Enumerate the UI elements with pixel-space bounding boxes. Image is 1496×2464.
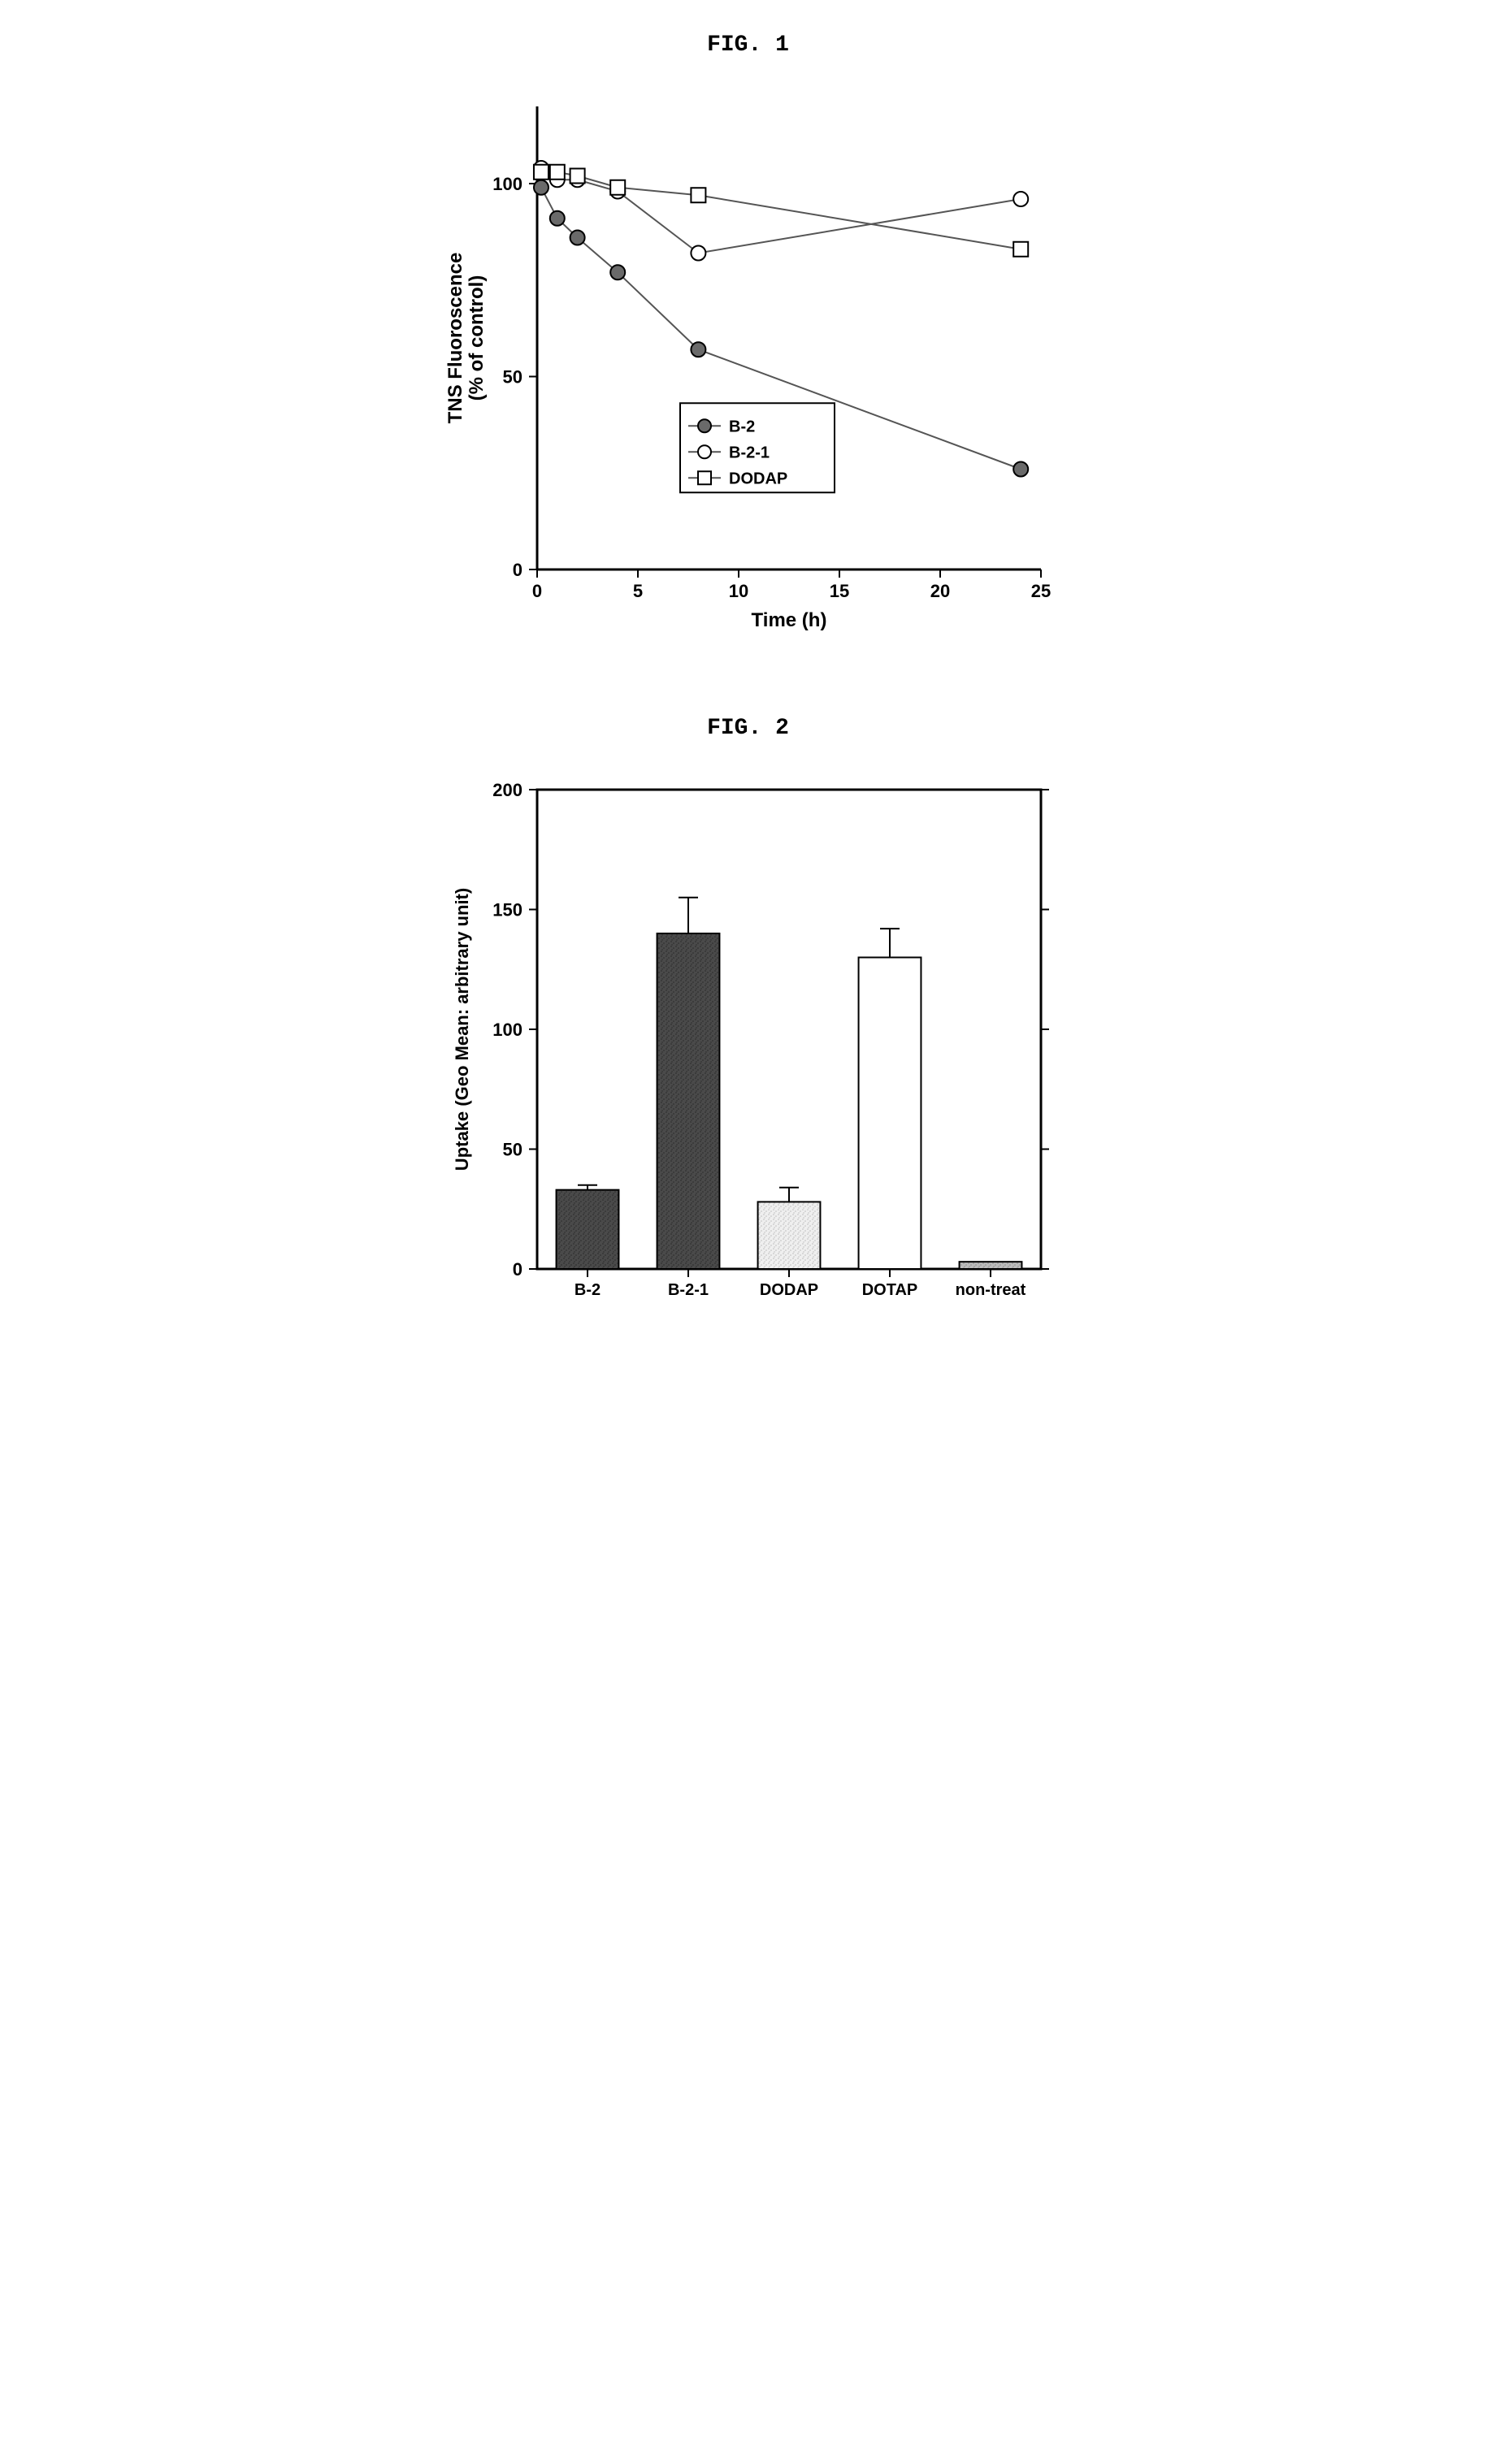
fig1-chart: 0 5 10 15 20 25 0 50 100 Time (h) TNS Fluoroscence… xyxy=(431,82,1065,651)
svg-text:15: 15 xyxy=(829,581,848,601)
svg-text:150: 150 xyxy=(492,900,523,920)
svg-text:B-2: B-2 xyxy=(729,418,755,435)
figure-1: FIG. 1 0 5 10 15 20 25 0 50 100 Time (h) TNS Fluor… xyxy=(431,32,1065,651)
svg-text:20: 20 xyxy=(930,581,949,601)
fig1-title: FIG. 1 xyxy=(431,32,1065,58)
svg-text:50: 50 xyxy=(502,1140,522,1160)
fig2-title: FIG. 2 xyxy=(431,716,1065,741)
svg-text:DODAP: DODAP xyxy=(759,1281,817,1299)
figure-2: FIG. 2 0 50 100 150 200 B-2 B-2-1 DODAP DOTAP non… xyxy=(431,716,1065,1334)
svg-text:B-2-1: B-2-1 xyxy=(667,1281,708,1299)
svg-text:10: 10 xyxy=(728,581,748,601)
svg-text:200: 200 xyxy=(492,780,523,800)
svg-text:50: 50 xyxy=(502,367,522,388)
svg-text:Time (h): Time (h) xyxy=(751,609,826,631)
svg-text:DODAP: DODAP xyxy=(729,470,787,487)
svg-text:B-2-1: B-2-1 xyxy=(729,444,770,461)
svg-text:B-2: B-2 xyxy=(574,1281,600,1299)
svg-text:5: 5 xyxy=(632,581,642,601)
fig2-chart: 0 50 100 150 200 B-2 B-2-1 DODAP DOTAP non-treat U… xyxy=(431,765,1065,1334)
svg-text:DOTAP: DOTAP xyxy=(861,1281,917,1299)
svg-text:(% of control): (% of control) xyxy=(466,275,488,401)
svg-text:100: 100 xyxy=(492,174,523,194)
svg-text:0: 0 xyxy=(512,1259,522,1280)
svg-text:100: 100 xyxy=(492,1020,523,1040)
svg-text:Uptake (Geo Mean: arbitrary un: Uptake (Geo Mean: arbitrary unit) xyxy=(452,888,472,1171)
svg-text:0: 0 xyxy=(512,560,522,580)
svg-text:0: 0 xyxy=(531,581,541,601)
svg-text:TNS Fluoroscence: TNS Fluoroscence xyxy=(444,253,466,424)
svg-text:25: 25 xyxy=(1030,581,1050,601)
svg-text:non-treat: non-treat xyxy=(955,1281,1026,1299)
